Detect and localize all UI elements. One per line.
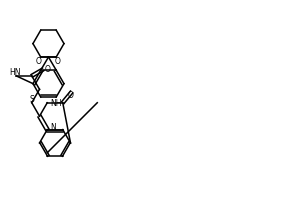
Text: O: O (68, 91, 74, 100)
Text: O: O (55, 57, 61, 66)
Text: O: O (44, 65, 50, 74)
Text: S: S (29, 95, 34, 104)
Text: N: N (50, 123, 56, 132)
Text: HN: HN (10, 68, 21, 77)
Text: NH: NH (50, 99, 62, 108)
Text: O: O (36, 57, 42, 66)
